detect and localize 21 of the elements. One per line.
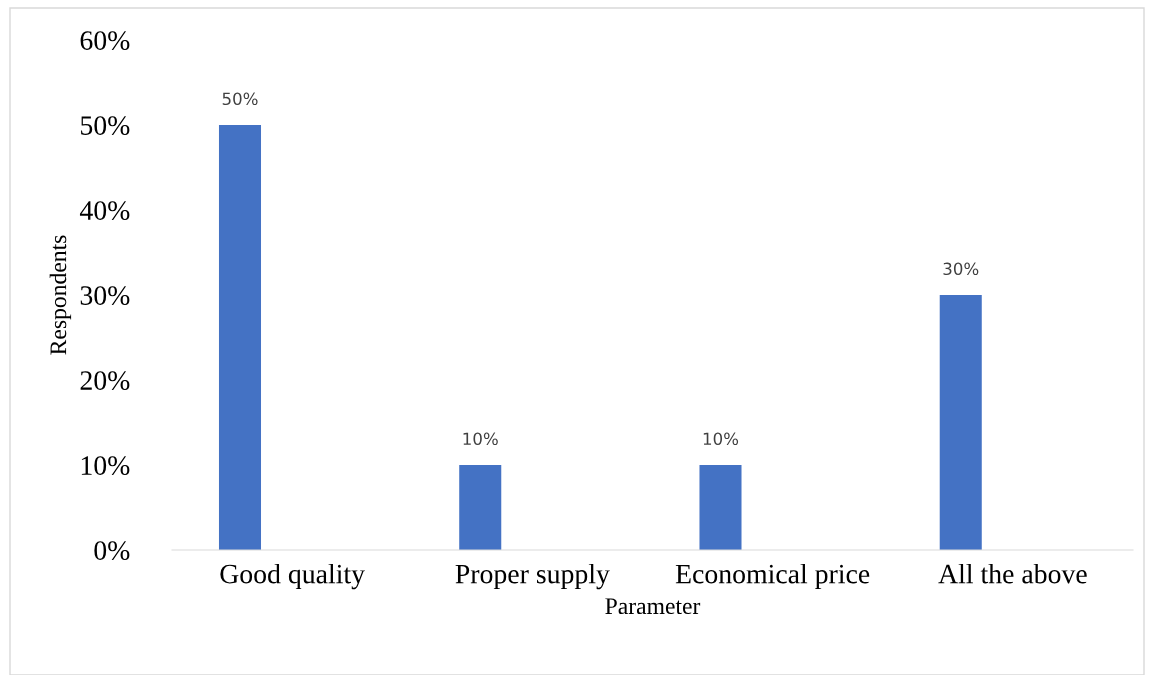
x-tick-label: All the above [938, 563, 1087, 584]
x-axis-title: Parameter [605, 598, 701, 615]
y-tick-label: 0% [94, 541, 130, 560]
y-tick-label: 20% [80, 371, 130, 390]
data-label: 10% [703, 432, 739, 446]
y-tick-label: 10% [81, 456, 130, 475]
x-tick-label: Proper supply [455, 563, 610, 590]
bar [699, 465, 742, 550]
x-tick-label: Good quality [220, 563, 365, 590]
y-axis-title: Respondents [49, 235, 72, 355]
y-tick-label: 40% [79, 201, 130, 220]
bar [939, 295, 982, 550]
y-tick-label: 60% [80, 31, 130, 50]
y-tick-label: 50% [81, 116, 130, 135]
data-label: 50% [222, 92, 258, 106]
y-tick-label: 30% [80, 286, 130, 305]
bar [459, 465, 502, 550]
bar [218, 125, 262, 550]
x-tick-label: Economical price [675, 563, 870, 590]
data-label: 30% [943, 262, 979, 276]
data-label: 10% [463, 432, 498, 446]
